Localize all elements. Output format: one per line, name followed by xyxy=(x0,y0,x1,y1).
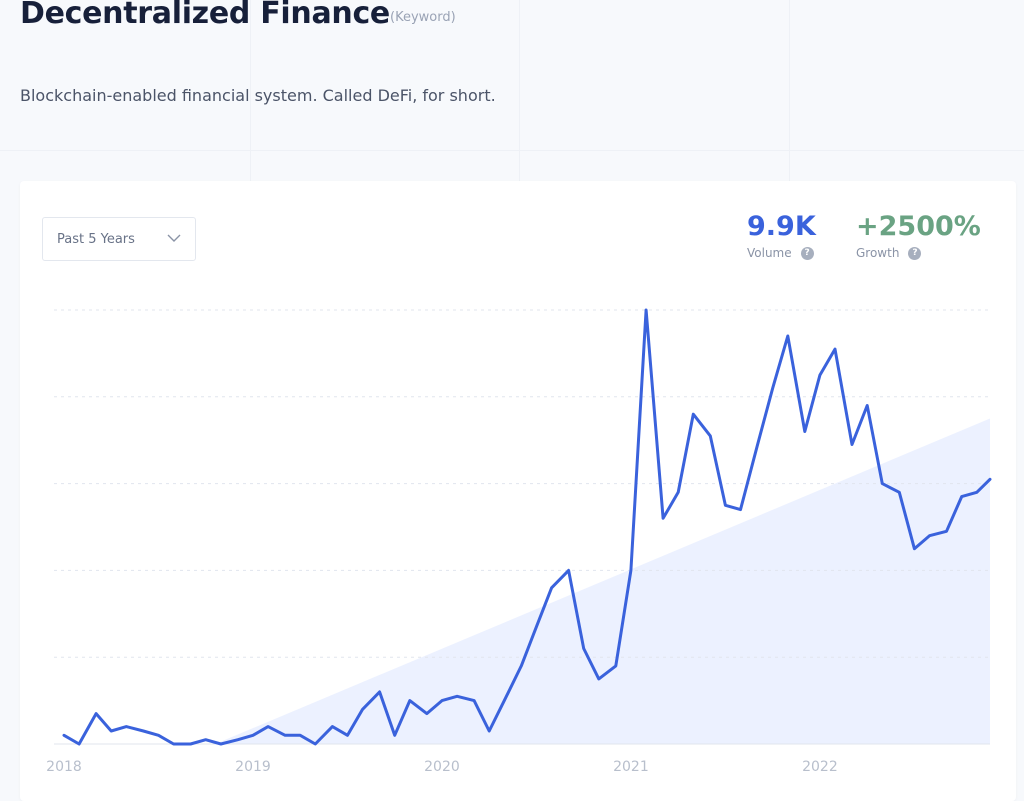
chevron-down-icon xyxy=(167,234,181,242)
time-range-label: Past 5 Years xyxy=(57,232,135,247)
trend-area xyxy=(215,418,991,744)
growth-stat: +2500% Growth ? xyxy=(856,211,981,260)
growth-value: +2500% xyxy=(856,211,981,242)
trend-card: 2018 2019 2020 2021 2022 Past 5 Years 9.9K V… xyxy=(20,181,1016,801)
trend-chart: 2018 2019 2020 2021 2022 xyxy=(46,308,992,775)
x-tick-label: 2018 xyxy=(46,759,82,775)
x-tick-label: 2019 xyxy=(235,759,271,775)
page-grid-line xyxy=(0,150,1024,151)
volume-stat: 9.9K Volume ? xyxy=(747,211,816,260)
time-range-dropdown[interactable]: Past 5 Years xyxy=(42,217,196,261)
volume-value: 9.9K xyxy=(747,211,816,242)
x-tick-label: 2022 xyxy=(802,759,838,775)
page-description: Blockchain-enabled financial system. Cal… xyxy=(20,86,496,105)
x-tick-label: 2020 xyxy=(424,759,460,775)
series-line xyxy=(62,308,992,746)
page-title: Decentralized Finance xyxy=(20,0,390,31)
growth-label: Growth xyxy=(856,246,900,260)
x-tick-label: 2021 xyxy=(613,759,649,775)
volume-label: Volume xyxy=(747,246,792,260)
help-icon[interactable]: ? xyxy=(908,246,922,260)
help-icon[interactable]: ? xyxy=(800,246,814,260)
keyword-tag: (Keyword) xyxy=(390,10,456,25)
